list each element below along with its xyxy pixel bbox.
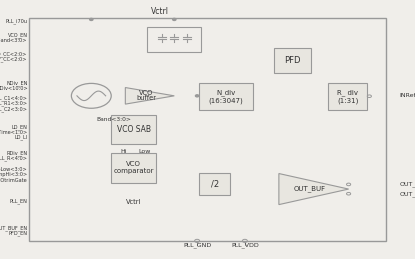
Bar xyxy=(111,115,156,144)
Polygon shape xyxy=(125,88,174,104)
Text: OUT_BUF: OUT_BUF xyxy=(293,186,326,192)
Text: VCO: VCO xyxy=(139,90,154,96)
Text: /2: /2 xyxy=(211,179,219,188)
Text: PLL_i70u: PLL_i70u xyxy=(6,18,28,24)
Text: NDiv<10:0>: NDiv<10:0> xyxy=(0,85,28,91)
Bar xyxy=(29,18,386,241)
Bar xyxy=(328,83,367,110)
Text: VCOcompLow<3:0>: VCOcompLow<3:0> xyxy=(0,167,28,172)
Bar xyxy=(199,173,230,195)
Text: VCOcompHi<3:0>: VCOcompHi<3:0> xyxy=(0,172,28,177)
Text: NDiv_EN: NDiv_EN xyxy=(6,80,28,86)
Text: VCO SAB: VCO SAB xyxy=(117,125,151,134)
Text: VcoBand<3:0>: VcoBand<3:0> xyxy=(0,38,28,43)
Text: Hi: Hi xyxy=(120,149,127,154)
Text: PFD_EN: PFD_EN xyxy=(9,230,28,236)
Circle shape xyxy=(90,18,93,20)
Text: PFD: PFD xyxy=(284,56,301,65)
Text: OUT_p: OUT_p xyxy=(400,182,415,187)
Text: PLL_GND: PLL_GND xyxy=(183,242,211,248)
Text: INRef: INRef xyxy=(400,93,415,98)
Text: VCO_EN: VCO_EN xyxy=(8,32,28,38)
Text: RDiv_EN: RDiv_EN xyxy=(7,150,28,156)
Text: LD_LockTime<1:0>: LD_LockTime<1:0> xyxy=(0,129,28,135)
Text: N_div
(16:3047): N_div (16:3047) xyxy=(209,89,244,104)
Polygon shape xyxy=(279,174,349,205)
Text: OUT_BUF_EN: OUT_BUF_EN xyxy=(0,225,28,231)
Text: Band<3:0>: Band<3:0> xyxy=(97,117,132,121)
Text: Vctrl: Vctrl xyxy=(126,199,142,205)
Text: buffer: buffer xyxy=(137,95,156,102)
Text: PLL_R1<3:0>: PLL_R1<3:0> xyxy=(0,101,28,106)
Bar xyxy=(111,153,156,183)
Text: OUT_n: OUT_n xyxy=(400,191,415,197)
Text: PLL_R<4:0>: PLL_R<4:0> xyxy=(0,155,28,161)
Text: Vctrl: Vctrl xyxy=(151,6,169,16)
Text: VCO_CC<2:0>: VCO_CC<2:0> xyxy=(0,52,28,57)
Bar xyxy=(274,48,311,73)
Text: LD_LI: LD_LI xyxy=(15,134,28,140)
Text: VCO
comparator: VCO comparator xyxy=(113,161,154,175)
Text: Low: Low xyxy=(138,149,150,154)
Text: PLL_C2<3:0>: PLL_C2<3:0> xyxy=(0,106,28,112)
Text: R_ div
(1:31): R_ div (1:31) xyxy=(337,89,358,104)
Circle shape xyxy=(173,18,176,20)
Text: LD_EN: LD_EN xyxy=(12,124,28,130)
Text: PLL_EN: PLL_EN xyxy=(10,198,28,204)
Circle shape xyxy=(195,95,199,97)
Bar xyxy=(199,83,253,110)
Text: adjVCOtrimGate: adjVCOtrimGate xyxy=(0,177,28,183)
Text: VCObuf_CC<2:0>: VCObuf_CC<2:0> xyxy=(0,57,28,62)
Text: PLL_VDD: PLL_VDD xyxy=(231,242,259,248)
Bar xyxy=(147,27,201,52)
Text: PLL_C1<4:0>: PLL_C1<4:0> xyxy=(0,96,28,101)
